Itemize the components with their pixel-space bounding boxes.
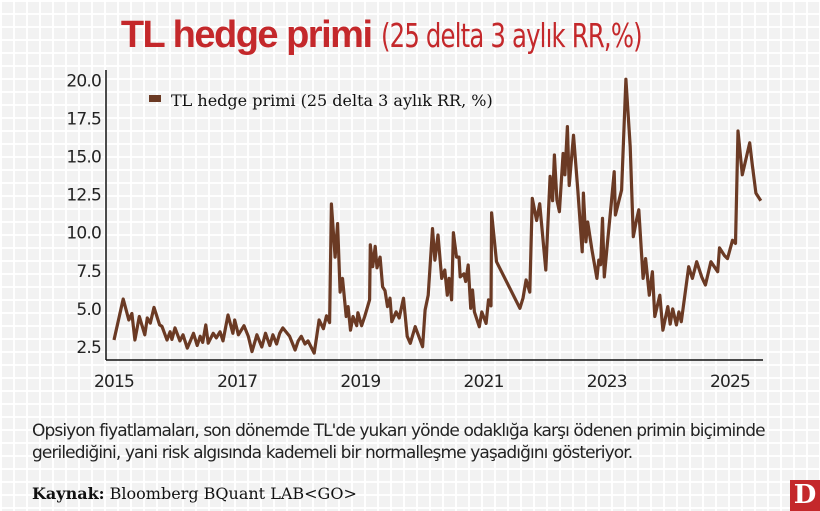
- x-tick-label: 2021: [464, 372, 504, 392]
- legend-marker: [149, 95, 161, 102]
- y-tick-label: 10.0: [66, 224, 101, 244]
- source-line: Kaynak: Bloomberg BQuant LAB<GO>: [32, 484, 357, 503]
- chart-title-light: (25 delta 3 aylık RR,%): [381, 16, 643, 55]
- x-tick-label: 2019: [340, 372, 380, 392]
- source-label: Kaynak:: [32, 484, 105, 503]
- y-tick-label: 12.5: [66, 186, 101, 206]
- x-tick-label: 2017: [217, 372, 257, 392]
- x-tick-label: 2015: [94, 372, 134, 392]
- series-line: [112, 77, 763, 355]
- legend-label: TL hedge primi (25 delta 3 aylık RR, %): [171, 91, 493, 110]
- y-tick-label: 5.0: [76, 300, 101, 320]
- y-tick-label: 7.5: [76, 262, 101, 282]
- publisher-logo: D: [790, 480, 820, 511]
- x-tick-label: 2025: [710, 372, 750, 392]
- chart-note: Opsiyon fiyatlamaları, son dönemde TL'de…: [32, 421, 766, 463]
- chart-title: TL hedge primi (25 delta 3 aylık RR,%): [0, 14, 820, 57]
- x-tick-label: 2023: [587, 372, 627, 392]
- source-text: Bloomberg BQuant LAB<GO>: [109, 484, 357, 503]
- y-tick-label: 2.5: [76, 338, 101, 358]
- chart-title-bold: TL hedge primi: [120, 14, 373, 56]
- y-tick-label: 20.0: [66, 71, 101, 91]
- y-tick-label: 15.0: [66, 148, 101, 168]
- y-tick-label: 17.5: [66, 109, 101, 129]
